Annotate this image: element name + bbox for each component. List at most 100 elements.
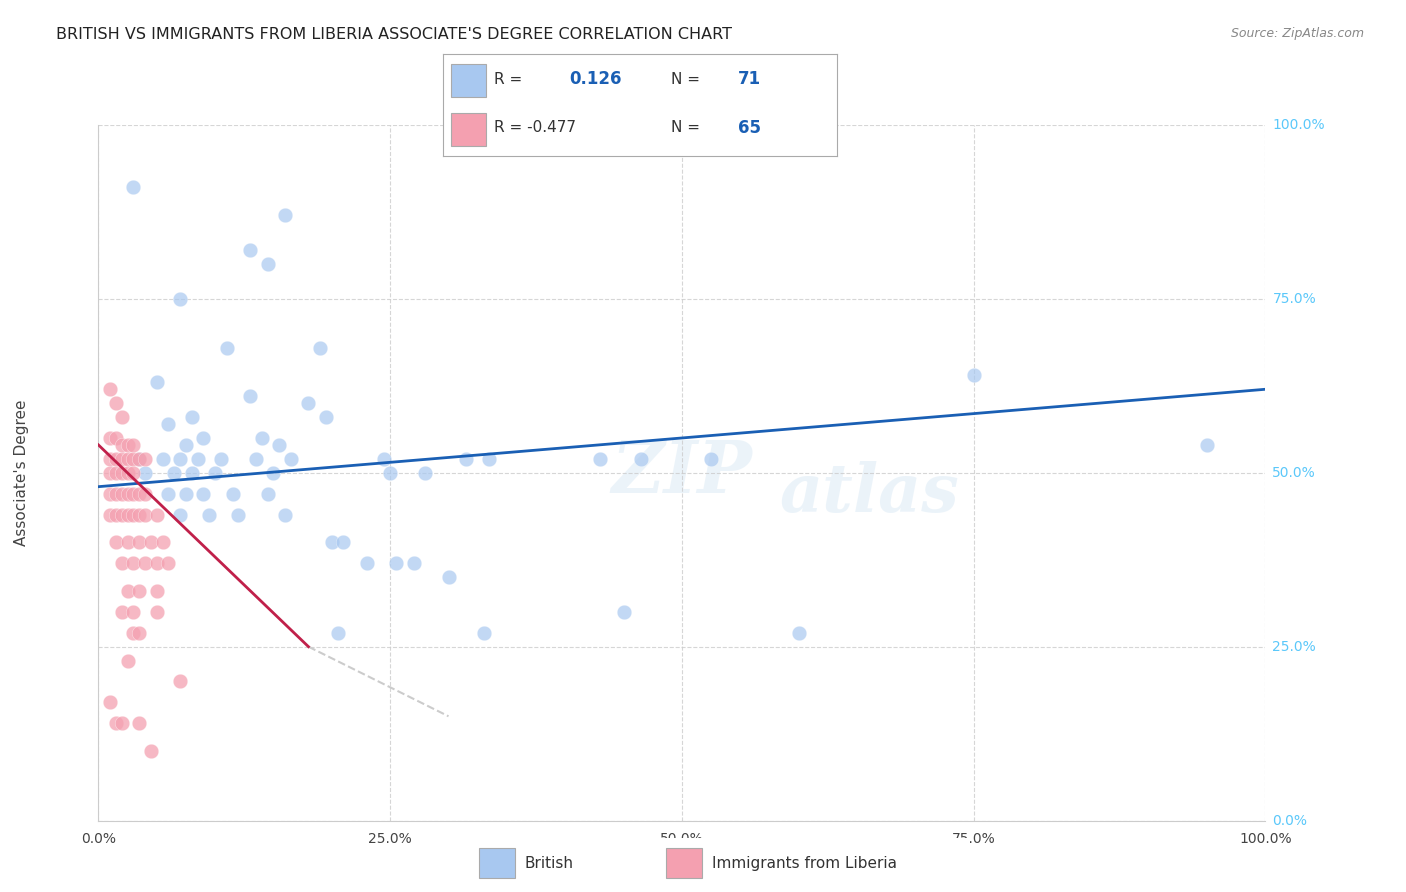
Point [117,508,139,522]
Text: ZIP: ZIP [612,437,752,508]
Point [332,535,354,549]
Point [122,451,145,466]
Point [315,410,337,425]
Point [98,382,121,396]
Point [157,556,180,570]
Point [111,716,134,731]
Point [122,625,145,640]
Point [256,486,278,500]
Text: 50.0%: 50.0% [659,831,704,846]
Text: Source: ZipAtlas.com: Source: ZipAtlas.com [1230,27,1364,40]
Point [128,508,150,522]
Point [180,466,202,480]
Point [111,605,134,619]
Point [134,556,156,570]
Point [117,486,139,500]
Text: 0.0%: 0.0% [82,831,115,846]
Point [356,556,378,570]
Point [104,431,127,445]
Text: 71: 71 [738,70,761,88]
Text: 100.0%: 100.0% [1239,831,1292,846]
Point [111,466,134,480]
Point [117,438,139,452]
Point [157,486,180,500]
Point [122,180,145,194]
Point [437,570,460,584]
Text: 0.126: 0.126 [569,70,621,88]
Point [630,451,652,466]
Text: 0.0%: 0.0% [1272,814,1308,828]
Point [98,486,121,500]
Text: British: British [524,855,574,871]
Point [169,451,191,466]
Point [117,466,139,480]
Point [274,208,297,222]
Point [98,466,121,480]
Point [134,486,156,500]
Point [111,438,134,452]
Point [378,466,402,480]
Point [122,466,145,480]
Point [122,486,145,500]
Point [146,556,169,570]
Point [326,625,349,640]
Point [454,451,477,466]
Point [163,466,186,480]
Bar [451,112,486,145]
Point [128,625,150,640]
Point [187,451,209,466]
Text: N =: N = [671,71,700,87]
Point [280,451,302,466]
Point [239,243,262,257]
Point [98,695,121,709]
Point [122,508,145,522]
Text: 75.0%: 75.0% [1272,292,1316,306]
Point [122,438,145,452]
Text: 25.0%: 25.0% [368,831,412,846]
Point [787,625,810,640]
Point [193,486,215,500]
Point [962,368,984,383]
Point [274,508,297,522]
Point [309,341,332,355]
Point [146,376,169,390]
Point [180,410,202,425]
Point [472,625,495,640]
Point [122,556,145,570]
Text: Associate's Degree: Associate's Degree [14,400,28,546]
Bar [479,848,515,878]
Point [215,341,238,355]
Text: R =: R = [494,71,522,87]
Point [1195,438,1218,452]
Text: atlas: atlas [779,461,959,526]
Point [221,486,243,500]
Point [134,451,156,466]
Point [152,451,174,466]
Point [98,451,121,466]
Point [111,556,134,570]
Point [104,396,127,410]
Point [146,508,169,522]
Point [198,508,221,522]
Point [228,508,250,522]
Point [111,451,134,466]
Point [128,486,150,500]
Point [169,508,191,522]
Bar [451,64,486,97]
Point [104,716,127,731]
Point [250,431,273,445]
Text: R = -0.477: R = -0.477 [494,120,576,136]
Point [700,451,723,466]
Point [134,508,156,522]
Point [111,486,134,500]
Point [139,744,162,758]
Point [128,584,150,599]
Point [146,584,169,599]
Point [111,410,134,425]
Point [204,466,226,480]
Point [117,654,139,668]
Point [117,584,139,599]
Point [98,431,121,445]
Text: 65: 65 [738,119,761,136]
Point [104,486,127,500]
